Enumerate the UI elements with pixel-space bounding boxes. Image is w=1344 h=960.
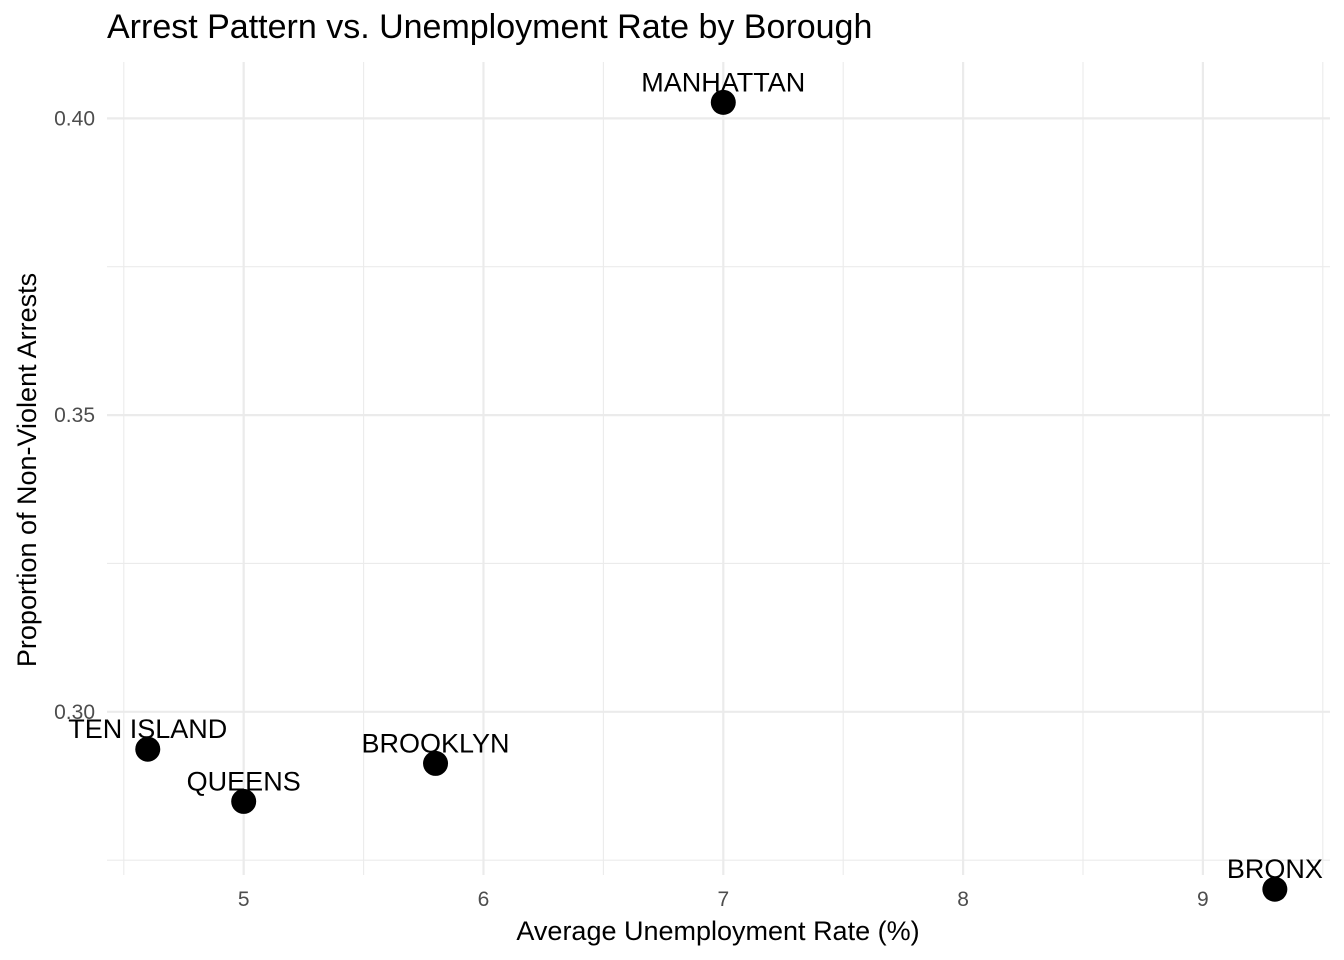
point-labels: MANHATTAN TEN ISLAND BROOKLYN QUEENS BRONX bbox=[68, 67, 1323, 884]
point-label: MANHATTAN bbox=[641, 67, 805, 97]
data-points bbox=[135, 89, 1288, 902]
chart-title: Arrest Pattern vs. Unemployment Rate by … bbox=[107, 8, 872, 46]
tick-labels: 5 6 7 8 9 0.30 0.35 0.40 bbox=[54, 107, 1209, 911]
point-label: BRONX bbox=[1227, 854, 1323, 884]
x-tick-label: 8 bbox=[957, 888, 969, 911]
point-label: BROOKLYN bbox=[362, 728, 510, 758]
y-tick-label: 0.40 bbox=[54, 107, 95, 130]
data-point bbox=[135, 736, 161, 762]
x-tick-label: 5 bbox=[238, 888, 250, 911]
point-label: TEN ISLAND bbox=[68, 714, 227, 744]
x-axis-title: Average Unemployment Rate (%) bbox=[516, 916, 919, 946]
grid-lines bbox=[107, 62, 1330, 875]
data-point bbox=[710, 89, 736, 115]
y-tick-label: 0.30 bbox=[54, 701, 95, 724]
x-tick-label: 6 bbox=[478, 888, 490, 911]
data-point bbox=[231, 788, 257, 814]
data-point bbox=[1262, 876, 1288, 902]
x-tick-label: 9 bbox=[1197, 888, 1209, 911]
point-label: QUEENS bbox=[187, 766, 301, 796]
y-axis-title: Proportion of Non-Violent Arrests bbox=[12, 273, 42, 667]
data-point bbox=[423, 750, 449, 776]
x-tick-label: 7 bbox=[717, 888, 729, 911]
y-tick-label: 0.35 bbox=[54, 404, 95, 427]
